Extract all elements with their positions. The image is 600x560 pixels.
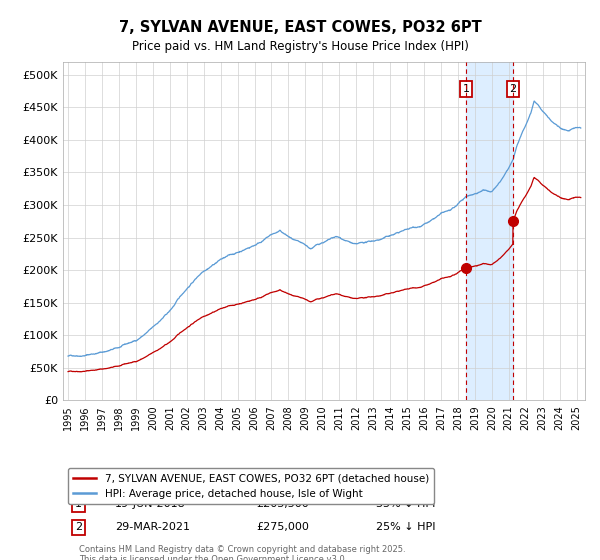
Text: 2: 2 (509, 84, 517, 94)
Bar (466, 62, 513, 400)
Text: 35% ↓ HPI: 35% ↓ HPI (376, 499, 436, 508)
Text: Contains HM Land Registry data © Crown copyright and database right 2025.
This d: Contains HM Land Registry data © Crown c… (79, 545, 405, 560)
Text: £203,500: £203,500 (256, 499, 309, 508)
Text: £275,000: £275,000 (256, 522, 309, 533)
Text: 29-MAR-2021: 29-MAR-2021 (115, 522, 190, 533)
Text: 25% ↓ HPI: 25% ↓ HPI (376, 522, 436, 533)
Text: 19-JUN-2018: 19-JUN-2018 (115, 499, 186, 508)
Text: 1: 1 (75, 499, 82, 508)
Text: Price paid vs. HM Land Registry's House Price Index (HPI): Price paid vs. HM Land Registry's House … (131, 40, 469, 53)
Text: 2: 2 (75, 522, 82, 533)
Text: 7, SYLVAN AVENUE, EAST COWES, PO32 6PT: 7, SYLVAN AVENUE, EAST COWES, PO32 6PT (119, 20, 481, 35)
Text: 1: 1 (463, 84, 469, 94)
Legend: 7, SYLVAN AVENUE, EAST COWES, PO32 6PT (detached house), HPI: Average price, det: 7, SYLVAN AVENUE, EAST COWES, PO32 6PT (… (68, 468, 434, 504)
